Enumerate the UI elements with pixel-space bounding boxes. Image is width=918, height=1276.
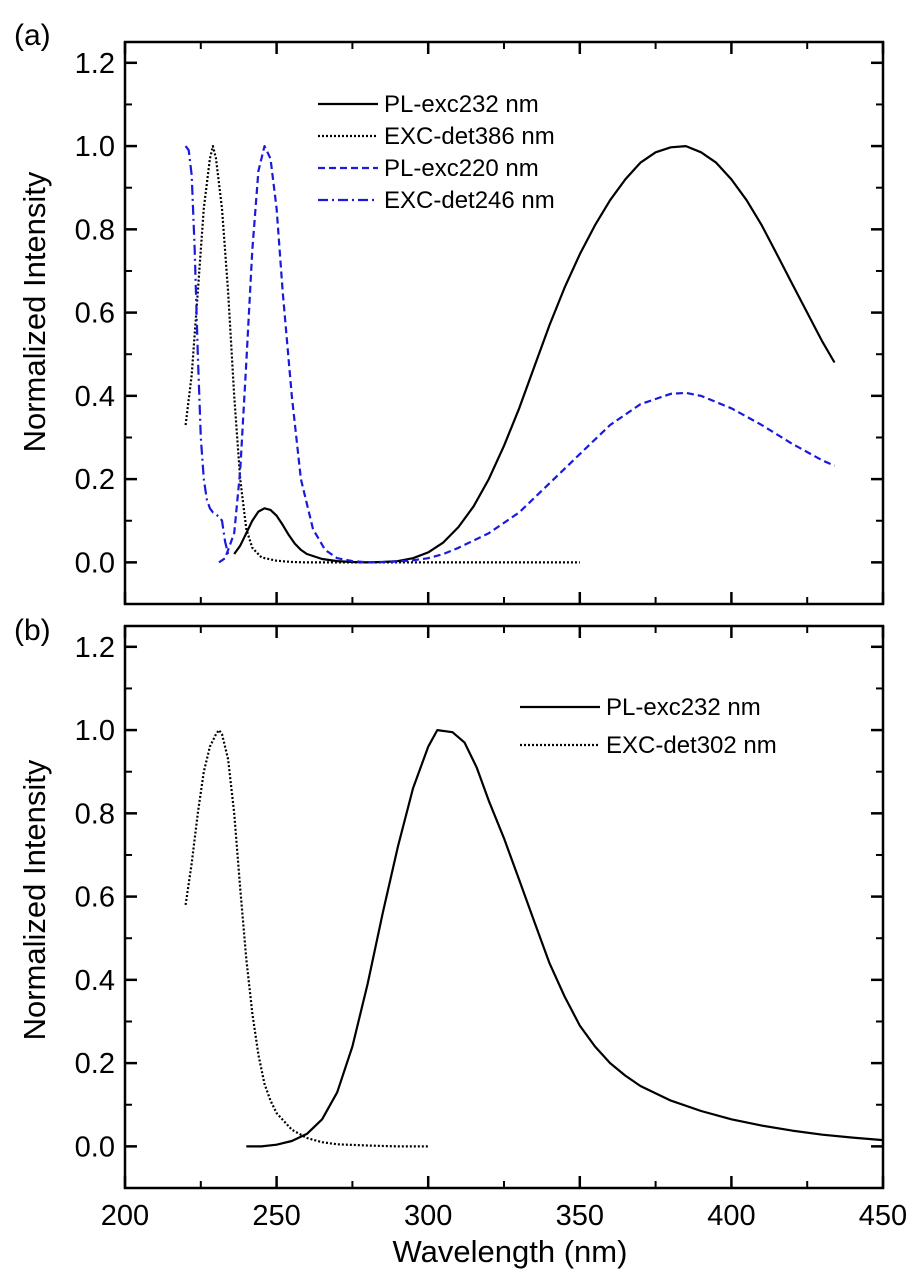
y-tick-label: 0.4: [75, 965, 115, 997]
panel-label-a: (a): [14, 19, 51, 52]
y-tick-label: 0.0: [75, 1131, 115, 1163]
y-tick-label: 0.8: [75, 798, 115, 830]
x-tick-label: 200: [101, 1200, 149, 1232]
y-tick-label: 0.2: [75, 1048, 115, 1080]
legend-label: PL-exc232 nm: [384, 91, 539, 118]
series-line-a-2: [218, 145, 835, 564]
y-tick-label: 0.0: [75, 547, 115, 579]
axis-ticks-a: 0.0 0.2 0.4 0.6 0.8 1.0 1.2: [75, 42, 885, 605]
plot-frame-b: [123, 624, 885, 1190]
x-tick-label: 400: [707, 1200, 755, 1232]
series-line-b-1: [184, 729, 429, 1148]
x-axis-title: Wavelength (nm): [393, 1234, 628, 1269]
y-tick-label: 0.8: [75, 214, 115, 246]
y-tick-label: 1.2: [75, 632, 115, 664]
axis-ticks-b: 0.0 0.2 0.4 0.6 0.8 1.0 1.2 200 250 300 350 400 450: [75, 626, 907, 1232]
x-tick-label: 300: [404, 1200, 452, 1232]
y-tick-label: 1.0: [75, 715, 115, 747]
x-tick-label: 250: [252, 1200, 300, 1232]
y-tick-label: 0.4: [75, 381, 115, 413]
panel-a: 0.0 0.2 0.4 0.6 0.8 1.0 1.2 PL-exc232 nm EXC-de…: [14, 19, 885, 606]
y-tick-label: 1.2: [75, 48, 115, 80]
y-axis-title-b: Normalized Intensity: [17, 759, 52, 1040]
series-group-a: [184, 145, 836, 564]
x-tick-label: 350: [556, 1200, 604, 1232]
panel-label-b: (b): [14, 614, 51, 647]
legend-label: PL-exc220 nm: [384, 155, 539, 182]
series-line-a-0: [233, 145, 836, 564]
y-tick-label: 0.2: [75, 464, 115, 496]
legend-label: EXC-det302 nm: [606, 732, 777, 759]
series-line-a-1: [184, 145, 580, 564]
legend-label: EXC-det386 nm: [384, 123, 555, 150]
legend-label: EXC-det246 nm: [384, 187, 555, 214]
y-tick-label: 0.6: [75, 882, 115, 914]
y-tick-label: 1.0: [75, 131, 115, 163]
series-group-b: [184, 729, 883, 1148]
legend-b: PL-exc232 nm EXC-det302 nm: [520, 694, 777, 759]
series-line-a-3: [184, 145, 230, 555]
series-line-b-0: [246, 729, 883, 1148]
x-tick-label: 450: [859, 1200, 907, 1232]
y-axis-title-a: Normalized Intensity: [17, 171, 52, 452]
legend-a: PL-exc232 nm EXC-det386 nm PL-exc220 nm EXC…: [318, 91, 555, 214]
y-tick-label: 0.6: [75, 298, 115, 330]
legend-label: PL-exc232 nm: [606, 694, 761, 721]
